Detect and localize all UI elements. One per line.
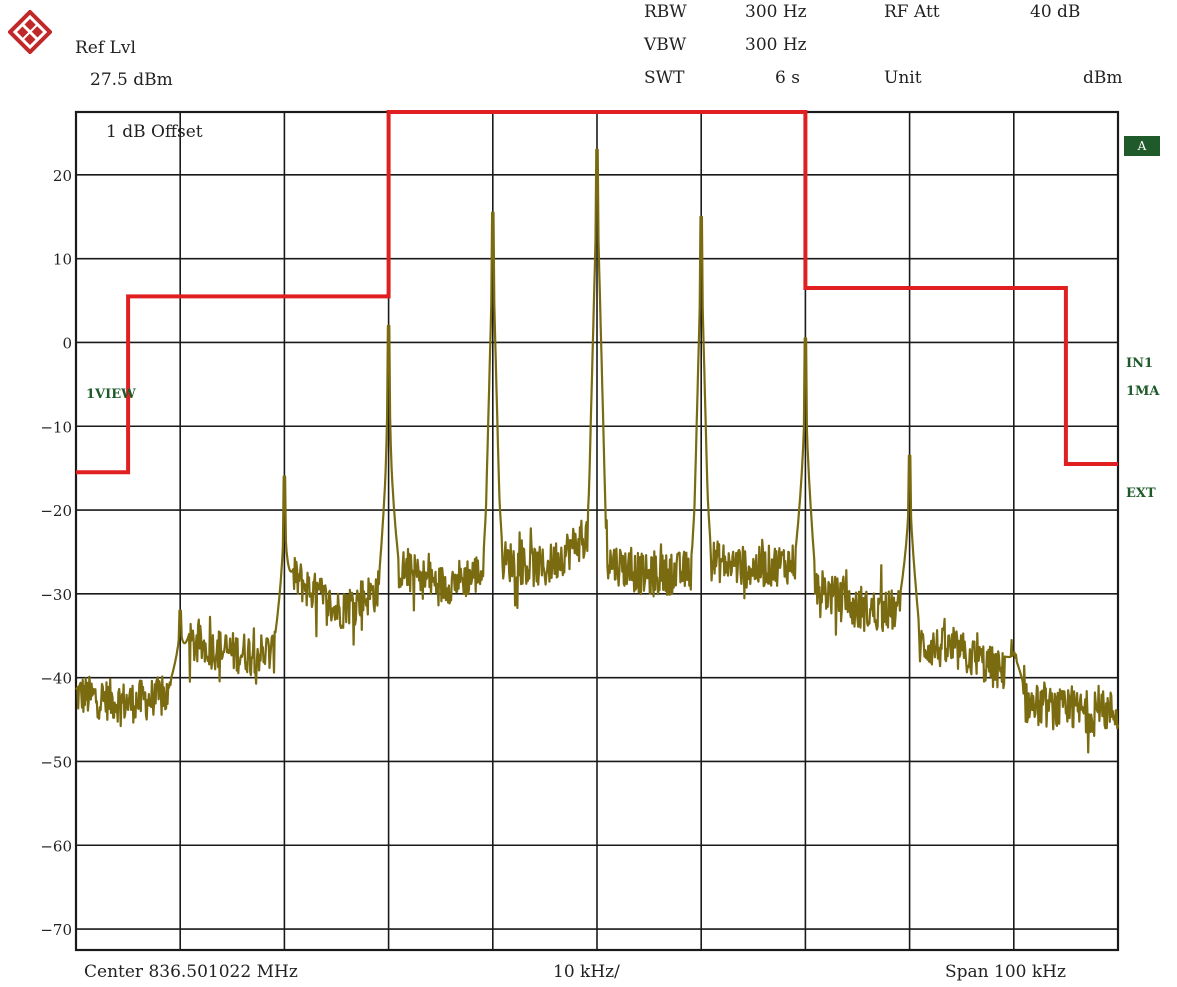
y-tick-label: −50 <box>40 753 72 771</box>
unit-label: Unit <box>884 68 922 88</box>
ref-level-value: 27.5 dBm <box>90 70 173 90</box>
y-tick-label: 20 <box>53 167 72 185</box>
y-tick-label: −60 <box>40 837 72 855</box>
unit-value: dBm <box>1083 68 1123 88</box>
swt-label: SWT <box>644 68 685 88</box>
spectrum-trace <box>75 148 1120 754</box>
y-tick-label: −20 <box>40 502 72 520</box>
trace-a-indicator: A <box>1124 136 1160 156</box>
rbw-label: RBW <box>644 2 687 22</box>
swt-value: 6 s <box>775 68 800 88</box>
offset-annotation: 1 dB Offset <box>106 122 203 142</box>
y-tick-label: 0 <box>62 334 72 352</box>
rf-att-value: 40 dB <box>1030 2 1081 22</box>
center-frequency: Center 836.501022 MHz <box>84 962 298 982</box>
ext-indicator: EXT <box>1126 486 1156 501</box>
y-tick-label: −10 <box>40 418 72 436</box>
y-tick-label: −70 <box>40 921 72 939</box>
y-tick-label: 10 <box>53 251 72 269</box>
limit-line <box>76 110 1118 475</box>
max-hold-indicator: 1MA <box>1126 384 1160 399</box>
vbw-label: VBW <box>644 35 687 55</box>
y-tick-label: −40 <box>40 670 72 688</box>
per-division: 10 kHz/ <box>553 962 620 982</box>
rohde-schwarz-logo <box>8 10 52 54</box>
vbw-value: 300 Hz <box>745 35 807 55</box>
input-indicator: IN1 <box>1126 356 1154 371</box>
rbw-value: 300 Hz <box>745 2 807 22</box>
frequency-span: Span 100 kHz <box>945 962 1066 982</box>
rf-att-label: RF Att <box>884 2 940 22</box>
ref-level-label: Ref Lvl <box>75 38 136 58</box>
view-indicator: 1VIEW <box>86 387 136 402</box>
y-tick-label: −30 <box>40 586 72 604</box>
